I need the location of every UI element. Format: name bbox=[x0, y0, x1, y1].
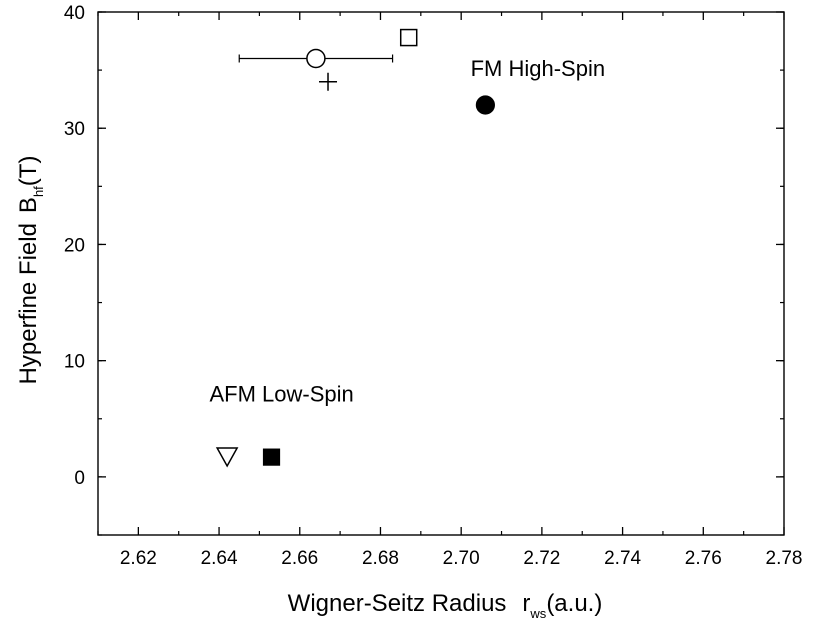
filled-circle-marker bbox=[475, 95, 495, 115]
x-tick-label: 2.78 bbox=[766, 548, 803, 569]
x-axis-title-main: Wigner-Seitz Radius bbox=[288, 590, 507, 617]
y-tick-label: 20 bbox=[64, 235, 85, 256]
x-axis-ticks: 2.62 2.64 2.66 2.68 2.70 2.72 2.74 2.76 2.78 bbox=[97, 12, 803, 569]
plot-frame bbox=[97, 11, 785, 536]
x-tick-label: 2.74 bbox=[604, 548, 641, 569]
annotation-label: FM High-Spin bbox=[471, 56, 605, 81]
plus-marker bbox=[319, 72, 338, 91]
x-axis-title-subscript: ws bbox=[529, 606, 546, 621]
y-tick-label: 40 bbox=[64, 3, 85, 24]
y-axis-title-main: Hyperfine Field bbox=[15, 223, 42, 384]
open-circle-marker bbox=[306, 48, 326, 69]
data-markers bbox=[215, 28, 495, 468]
x-tick-label: 2.76 bbox=[685, 548, 722, 569]
x-tick-label: 2.72 bbox=[523, 548, 560, 569]
y-axis-title-subscript: hf bbox=[31, 186, 46, 197]
x-axis-title-symbol: r bbox=[522, 590, 530, 617]
y-axis-ticks: 0 10 20 30 40 bbox=[64, 3, 784, 536]
x-axis-title-unit: (a.u.) bbox=[546, 590, 602, 617]
y-tick-label: 0 bbox=[74, 468, 85, 489]
x-tick-label: 2.62 bbox=[120, 548, 157, 569]
y-axis-title-unit: (T) bbox=[15, 156, 42, 187]
y-axis-title: Hyperfine Field Bhf(T) bbox=[15, 156, 46, 385]
annotation-label: AFM Low-Spin bbox=[209, 381, 353, 406]
open-triangle-down-marker bbox=[215, 447, 239, 468]
x-tick-label: 2.64 bbox=[201, 548, 238, 569]
annotations: FM High-Spin AFM Low-Spin bbox=[209, 56, 605, 406]
y-tick-label: 10 bbox=[64, 352, 85, 373]
x-tick-label: 2.70 bbox=[443, 548, 480, 569]
x-tick-label: 2.68 bbox=[362, 548, 399, 569]
y-tick-label: 30 bbox=[64, 119, 85, 140]
y-axis-title-symbol: B bbox=[15, 197, 42, 213]
x-axis-title: Wigner-Seitz Radius rws(a.u.) bbox=[288, 590, 603, 621]
x-tick-label: 2.66 bbox=[281, 548, 318, 569]
filled-square-marker bbox=[262, 448, 281, 466]
open-square-marker bbox=[399, 28, 418, 47]
